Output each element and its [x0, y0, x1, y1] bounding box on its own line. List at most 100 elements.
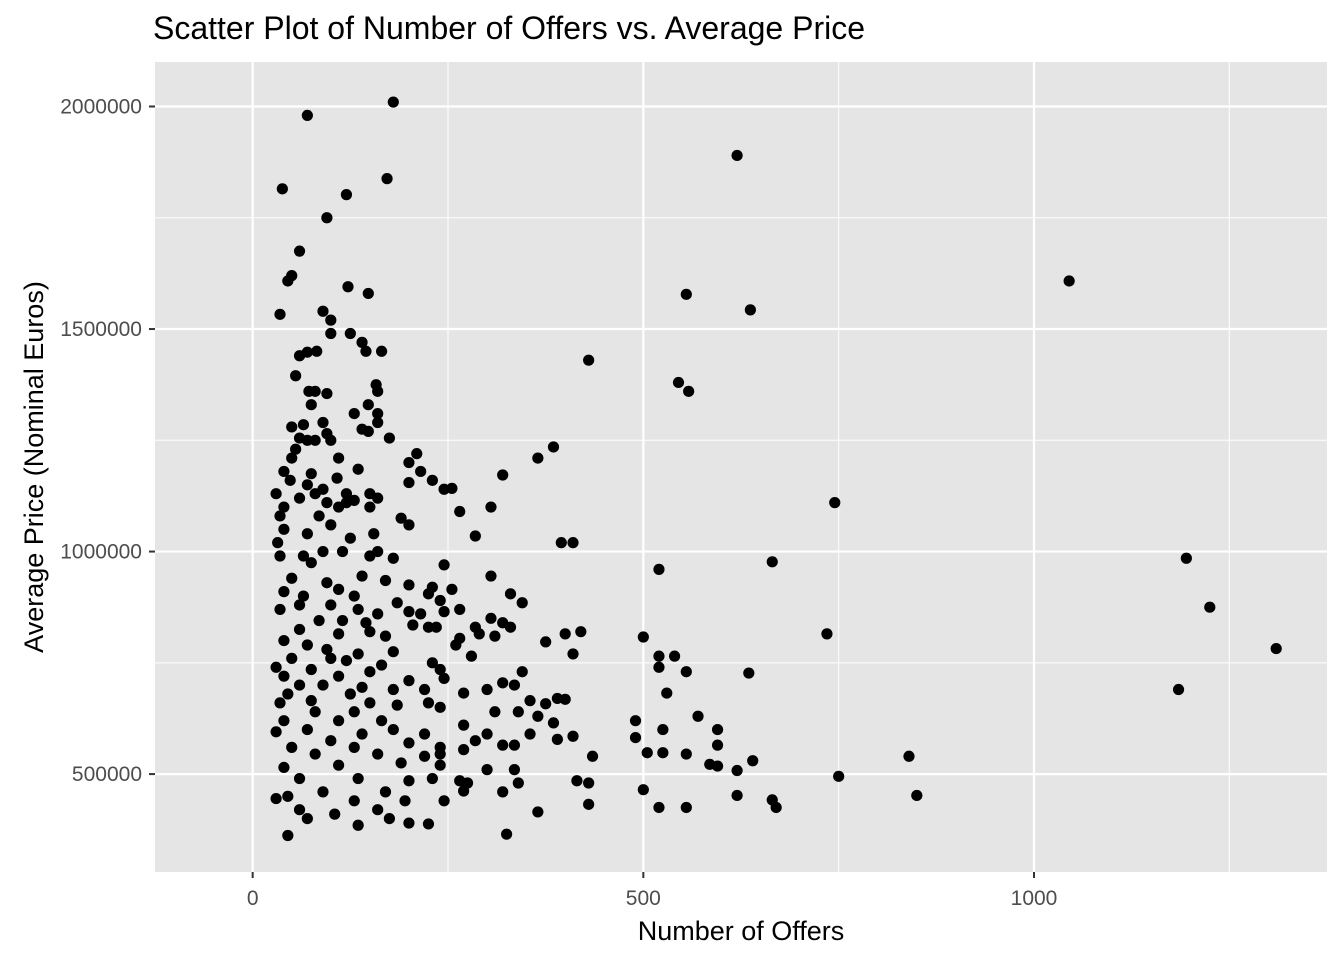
- data-point: [313, 614, 325, 627]
- data-point: [329, 808, 341, 820]
- data-point: [415, 465, 427, 478]
- data-point: [348, 706, 360, 718]
- data-point: [446, 482, 458, 494]
- data-point: [348, 494, 360, 506]
- data-point: [317, 416, 329, 429]
- data-point: [387, 96, 399, 108]
- data-point: [282, 829, 294, 842]
- data-point: [340, 488, 353, 500]
- data-point: [532, 452, 544, 464]
- data-point: [344, 327, 356, 340]
- data-point: [301, 812, 313, 825]
- data-point: [411, 448, 423, 460]
- data-point: [469, 735, 481, 747]
- data-point: [547, 717, 560, 729]
- data-point: [422, 697, 435, 709]
- y-axis-title: Average Price (Nominal Euros): [19, 281, 49, 653]
- x-axis-title: Number of Offers: [638, 916, 845, 946]
- data-point: [342, 281, 354, 293]
- data-point: [731, 764, 743, 777]
- data-point: [305, 695, 317, 707]
- data-point: [364, 697, 376, 709]
- data-point: [362, 287, 374, 300]
- data-point: [317, 305, 329, 317]
- data-point: [333, 759, 345, 771]
- data-point: [438, 795, 450, 807]
- data-point: [278, 465, 290, 478]
- data-point: [426, 657, 438, 669]
- data-point: [504, 621, 517, 633]
- data-point: [293, 772, 306, 785]
- data-point: [348, 407, 360, 420]
- data-point: [274, 603, 286, 616]
- data-point: [333, 715, 345, 727]
- data-point: [481, 728, 493, 740]
- data-point: [372, 385, 384, 397]
- data-point: [1180, 552, 1192, 564]
- data-point: [434, 759, 446, 771]
- data-point: [438, 606, 450, 618]
- x-tick-label: 1000: [1011, 887, 1058, 910]
- data-point: [356, 681, 368, 693]
- data-point: [489, 706, 501, 718]
- data-point: [501, 828, 513, 840]
- data-point: [821, 628, 833, 640]
- data-point: [379, 630, 392, 642]
- data-point: [293, 679, 306, 691]
- data-point: [352, 772, 364, 785]
- data-point: [340, 654, 353, 667]
- data-point: [575, 626, 587, 638]
- data-point: [692, 710, 704, 722]
- data-point: [438, 672, 450, 685]
- data-point: [434, 594, 446, 607]
- data-point: [364, 666, 376, 678]
- data-point: [481, 764, 493, 776]
- data-point: [383, 432, 395, 444]
- data-point: [309, 488, 321, 500]
- data-point: [333, 628, 345, 640]
- data-point: [362, 399, 374, 411]
- data-point: [540, 698, 552, 710]
- data-point: [403, 606, 415, 618]
- data-point: [743, 667, 755, 679]
- data-point: [555, 537, 567, 549]
- data-point: [297, 590, 310, 602]
- data-point: [360, 345, 372, 357]
- data-point: [364, 626, 376, 638]
- data-point: [395, 757, 407, 769]
- data-point: [418, 683, 431, 696]
- data-point: [481, 683, 493, 696]
- y-tick-label: 500000: [72, 763, 142, 786]
- data-points: [270, 96, 1282, 842]
- data-point: [532, 710, 544, 722]
- data-point: [403, 579, 415, 591]
- data-point: [301, 723, 313, 736]
- data-point: [567, 730, 579, 742]
- data-point: [325, 519, 337, 531]
- data-point: [711, 723, 724, 736]
- data-point: [321, 387, 333, 400]
- data-point: [391, 597, 403, 609]
- data-point: [286, 572, 298, 584]
- data-point: [668, 650, 681, 662]
- data-point: [317, 545, 329, 558]
- data-point: [274, 510, 286, 522]
- data-point: [278, 501, 290, 513]
- data-point: [333, 583, 345, 595]
- data-point: [383, 812, 395, 825]
- data-point: [387, 552, 399, 564]
- data-point: [356, 728, 368, 740]
- data-point: [352, 603, 364, 616]
- data-point: [282, 790, 294, 802]
- data-point: [356, 336, 368, 348]
- data-point: [309, 748, 321, 760]
- data-point: [387, 683, 399, 696]
- data-point: [372, 492, 384, 504]
- data-point: [403, 737, 415, 749]
- data-point: [903, 750, 915, 762]
- data-point: [301, 434, 313, 446]
- data-point: [293, 350, 306, 362]
- x-tick-label: 0: [247, 887, 259, 910]
- data-point: [586, 750, 599, 762]
- data-point: [340, 189, 353, 201]
